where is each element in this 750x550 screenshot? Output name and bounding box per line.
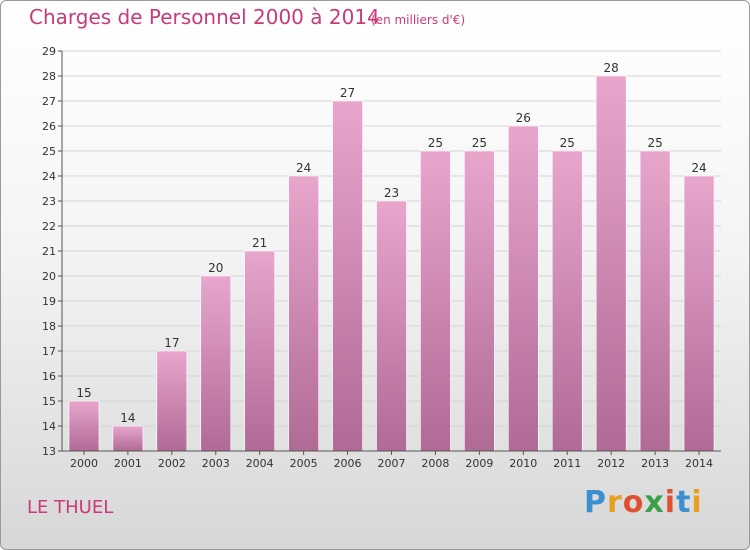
data-label-2010: 26	[516, 111, 531, 125]
y-tick-label: 18	[42, 320, 56, 333]
bar-2000	[68, 400, 100, 452]
logo-letter: r	[607, 485, 623, 520]
y-tick-label: 13	[42, 445, 56, 458]
bar-2002	[156, 350, 188, 452]
bar-2005	[288, 175, 319, 452]
y-tick-label: 26	[42, 120, 56, 133]
chart-subtitle: (en milliers d'€)	[371, 13, 466, 27]
data-label-2001: 14	[120, 411, 135, 425]
bar-2013	[639, 150, 671, 452]
y-tick-label: 19	[42, 295, 56, 308]
y-tick-label: 16	[42, 370, 56, 383]
x-tick-label-2010: 2010	[509, 457, 537, 470]
data-label-2005: 24	[296, 161, 311, 175]
bar-2010	[507, 125, 539, 452]
data-label-2007: 23	[384, 186, 399, 200]
logo-letter: i	[691, 485, 703, 520]
data-label-2009: 25	[472, 136, 487, 150]
x-axis: 2000 2001 2002 2003 2004 2005 2006 2007 2008 2009…	[62, 450, 721, 470]
x-tick-label-2012: 2012	[597, 457, 625, 470]
x-tick-label-2004: 2004	[246, 457, 274, 470]
y-tick-label: 17	[42, 345, 56, 358]
y-tick-label: 28	[42, 70, 56, 83]
bar-2011	[551, 150, 583, 452]
data-labels-group: 15 14 17 20 21 24 27 23 25 25 26 25 28 25 24	[76, 61, 706, 425]
x-tick-label-2007: 2007	[378, 457, 406, 470]
data-label-2000: 15	[76, 386, 91, 400]
x-tick-label-2013: 2013	[641, 457, 669, 470]
bar-2008	[420, 150, 451, 452]
data-label-2002: 17	[164, 336, 179, 350]
y-tick-label: 20	[42, 270, 56, 283]
x-tick-label-2000: 2000	[70, 457, 98, 470]
x-tick-label-2001: 2001	[114, 457, 142, 470]
data-label-2003: 20	[208, 261, 223, 275]
logo-letter: o	[622, 485, 645, 520]
logo-letter: t	[676, 485, 692, 520]
y-tick-label: 15	[42, 395, 56, 408]
x-tick-label-2002: 2002	[158, 457, 186, 470]
data-label-2008: 25	[428, 136, 443, 150]
y-tick-label: 23	[42, 195, 56, 208]
y-tick-label: 14	[42, 420, 56, 433]
bar-2001	[112, 425, 144, 452]
commune-name: LE THUEL	[27, 497, 114, 518]
bar-2014	[683, 175, 715, 452]
bar-2012	[595, 75, 627, 452]
y-axis: 13 14 15 16 17 18 19 20 21 22 23 24 25 26 27 28 29	[42, 45, 63, 458]
x-tick-label-2014: 2014	[685, 457, 713, 470]
proxiti-logo: Proxiti	[584, 485, 703, 520]
x-tick-label-2008: 2008	[421, 457, 449, 470]
chart-title: Charges de Personnel 2000 à 2014	[29, 5, 380, 29]
data-label-2006: 27	[340, 86, 355, 100]
bar-2009	[464, 150, 495, 452]
y-tick-label: 27	[42, 95, 56, 108]
y-tick-label: 24	[42, 170, 56, 183]
bar-2004	[244, 250, 275, 452]
bar-2003	[200, 275, 232, 452]
data-label-2014: 24	[691, 161, 706, 175]
logo-letter: i	[664, 485, 677, 520]
bars-group	[68, 75, 715, 452]
y-tick-label: 21	[42, 245, 56, 258]
logo-letter: x	[644, 485, 665, 520]
bar-2007	[376, 200, 407, 452]
data-label-2012: 28	[604, 61, 619, 75]
x-tick-label-2011: 2011	[553, 457, 581, 470]
x-tick-label-2005: 2005	[290, 457, 318, 470]
x-tick-label-2009: 2009	[465, 457, 493, 470]
bar-2006	[332, 100, 363, 452]
data-label-2011: 25	[560, 136, 575, 150]
y-tick-label: 22	[42, 220, 56, 233]
data-label-2013: 25	[647, 136, 662, 150]
y-tick-label: 25	[42, 145, 56, 158]
data-label-2004: 21	[252, 236, 267, 250]
x-tick-label-2003: 2003	[202, 457, 230, 470]
logo-letter: P	[584, 485, 607, 520]
x-tick-label-2006: 2006	[334, 457, 362, 470]
y-tick-label: 29	[42, 45, 56, 58]
